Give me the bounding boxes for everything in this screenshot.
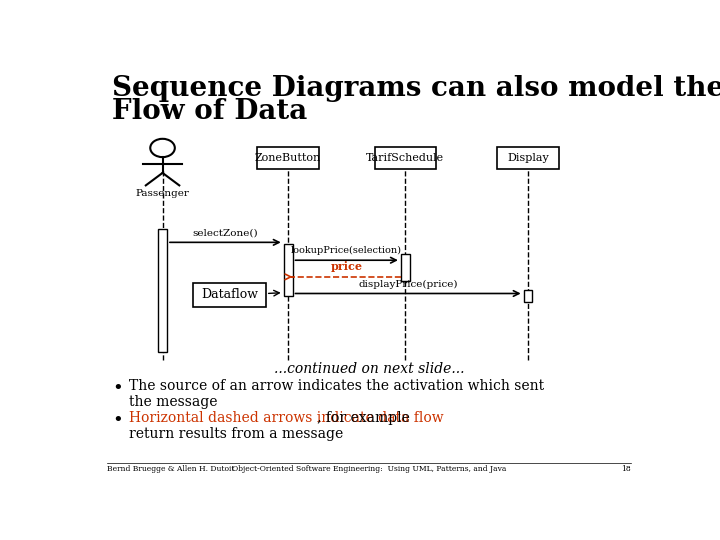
Text: Sequence Diagrams can also model the: Sequence Diagrams can also model the (112, 75, 720, 102)
Text: Flow of Data: Flow of Data (112, 98, 307, 125)
Text: Bernd Bruegge & Allen H. Dutoit: Bernd Bruegge & Allen H. Dutoit (107, 465, 234, 473)
Bar (498, 147, 559, 168)
Bar (401, 254, 410, 281)
Text: The source of an arrow indicates the activation which sent
the message: The source of an arrow indicates the act… (129, 379, 544, 409)
Text: price: price (330, 261, 363, 272)
Text: 18: 18 (621, 465, 631, 473)
Text: Horizontal dashed arrows indicate data flow: Horizontal dashed arrows indicate data f… (129, 411, 444, 425)
Text: Object-Oriented Software Engineering:  Using UML, Patterns, and Java: Object-Oriented Software Engineering: Us… (232, 465, 506, 473)
Bar (284, 245, 292, 295)
Text: TarifSchedule: TarifSchedule (366, 153, 444, 163)
Text: displayPrice(price): displayPrice(price) (359, 279, 458, 288)
Text: Passenger: Passenger (135, 188, 189, 198)
Text: •: • (112, 411, 123, 429)
Bar (523, 290, 533, 302)
Text: •: • (112, 379, 123, 397)
Text: lookupPrice(selection): lookupPrice(selection) (291, 246, 402, 255)
Bar (193, 282, 266, 307)
Text: Dataflow: Dataflow (201, 288, 258, 301)
Bar (258, 147, 319, 168)
Text: Display: Display (507, 153, 549, 163)
Text: return results from a message: return results from a message (129, 427, 343, 441)
Bar (374, 147, 436, 168)
Text: selectZone(): selectZone() (192, 228, 258, 238)
Text: ZoneButton: ZoneButton (255, 153, 321, 163)
Bar (158, 229, 167, 352)
Text: ...continued on next slide...: ...continued on next slide... (274, 362, 464, 376)
Text: , for example: , for example (129, 411, 410, 425)
